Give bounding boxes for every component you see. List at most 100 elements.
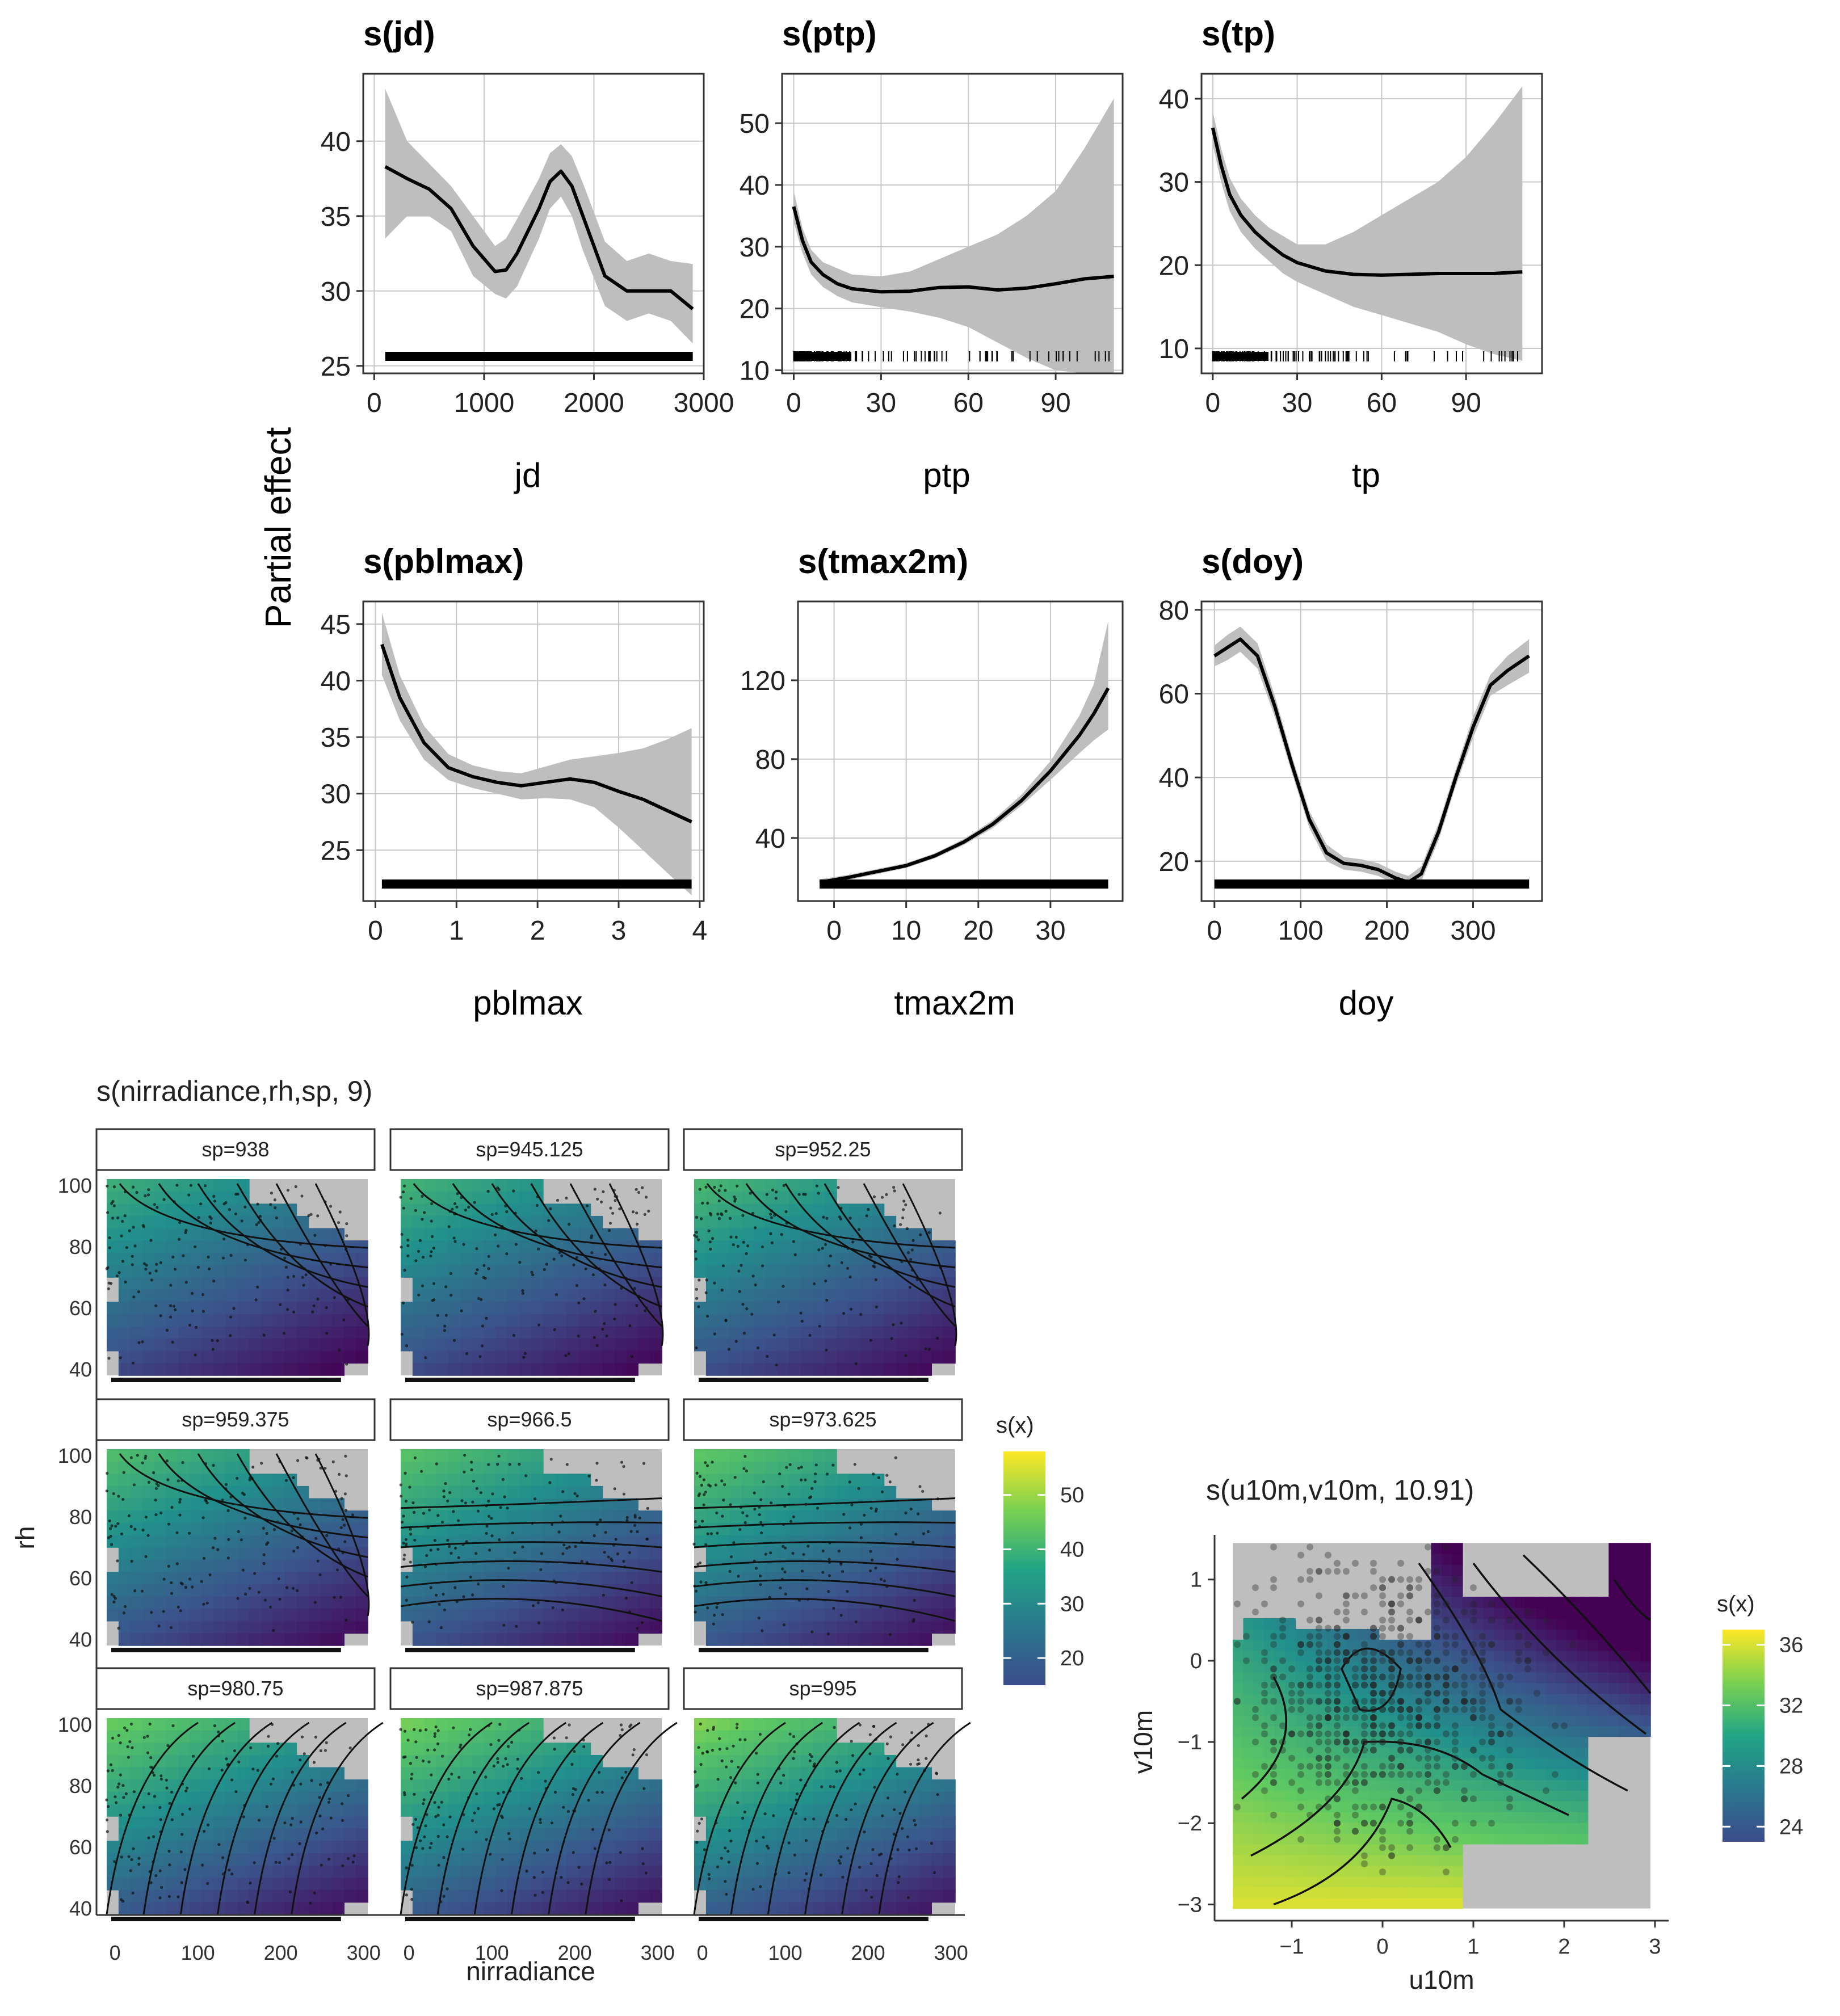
facet-y-tick: 100 [58, 1444, 92, 1467]
x-tick-label: 2 [530, 916, 545, 946]
y-tick-label: 20 [740, 294, 770, 325]
facet-panel: sp=952.25 [683, 1128, 963, 1382]
x-tick-label: 90 [1040, 388, 1070, 418]
facet-points [694, 1722, 939, 1899]
facet-strip [95, 1398, 376, 1441]
facet-points [399, 1184, 650, 1360]
smooth-line [792, 206, 1114, 294]
y-tick-label: 50 [740, 109, 770, 139]
smooth-line [1211, 127, 1523, 277]
facet-contours [119, 1453, 370, 1617]
y-tick-label: 25 [321, 836, 351, 866]
facet-contours [693, 1722, 971, 1915]
panel-border [797, 600, 1124, 902]
facet-panel: sp=938 40 60 80 100 [58, 1128, 376, 1382]
facet-x-tick: 300 [641, 1941, 675, 1964]
facet-x-tick: 200 [558, 1941, 592, 1964]
facet-x-tick: 100 [475, 1941, 509, 1964]
facet-strip [389, 1667, 670, 1710]
x-tick-label: 1000 [454, 388, 515, 418]
x-tick-label: 0 [786, 388, 801, 418]
x-tick-label: 0 [1207, 916, 1222, 946]
facet-strip-label: sp=959.375 [182, 1408, 289, 1431]
facet-rug [699, 1917, 929, 1921]
rug-marks [381, 879, 692, 889]
facet-rug [111, 1648, 341, 1652]
x-tick-label: 60 [953, 388, 984, 418]
x-tick-label: 0 [367, 388, 382, 418]
y-tick-label: 45 [321, 610, 351, 640]
y-tick-label: 60 [1159, 679, 1189, 709]
facet-panel: sp=987.875 0 100 200 300 [389, 1667, 678, 1964]
smooth-panel-2: s(ptp) 0 30 60 90 10 20 30 40 50 ptp [740, 15, 1124, 494]
panel-title: s(pblmax) [363, 542, 524, 580]
x-tick-label: 90 [1451, 388, 1481, 418]
wind-x-axis-label: u10m [1409, 1965, 1474, 1994]
smooth-line [819, 687, 1110, 884]
wind-surface-panel: s(u10m,v10m, 10.91) −1 0 1 2 3 −3 −2 −1 0 1 u10m v10… [1128, 1474, 1669, 1994]
wind-heat-cells [1233, 1543, 1651, 1909]
x-tick-label: 300 [1450, 916, 1495, 946]
x-tick-label: 4 [692, 916, 708, 946]
facet-heat-cells [694, 1449, 956, 1646]
facet-panel: sp=980.75 40 60 80 100 0 100 200 300 [58, 1667, 384, 1964]
facet-points [399, 1723, 648, 1904]
panel-title: s(ptp) [782, 15, 877, 53]
x-tick-label: 3000 [674, 388, 734, 418]
facet-y-tick: 40 [69, 1897, 92, 1920]
x-tick-label: 2000 [564, 388, 624, 418]
colorbar-tick: 20 [1060, 1647, 1084, 1670]
facet-rug [111, 1917, 341, 1921]
facet-contours [400, 1722, 678, 1915]
y-tick-label: 10 [1159, 334, 1189, 364]
facet-y-tick: 80 [69, 1774, 92, 1798]
facet-contours [413, 1183, 664, 1346]
y-tick-label: 40 [1159, 85, 1189, 115]
x-tick-label: 0 [826, 916, 842, 946]
facet-y-tick: 60 [69, 1836, 92, 1859]
colorbar-main-gradient [1003, 1451, 1045, 1685]
x-tick-label: 100 [1278, 916, 1324, 946]
rug-marks [820, 879, 1108, 889]
confidence-band [793, 98, 1114, 373]
facet-x-tick: 300 [347, 1941, 381, 1964]
facet-strip [95, 1667, 376, 1710]
facet-heat-cells [694, 1179, 956, 1376]
facet-strip-label: sp=952.25 [775, 1138, 871, 1161]
wind-points [1234, 1543, 1577, 1876]
facet-contours [106, 1722, 384, 1915]
wind-contours [1241, 1554, 1652, 1906]
facet-x-tick: 200 [264, 1941, 298, 1964]
smooth-line [1213, 637, 1530, 884]
wind-y-tick: 0 [1190, 1649, 1202, 1673]
facet-y-tick: 40 [69, 1358, 92, 1381]
facet-y-axis-label: rh [10, 1526, 40, 1550]
x-tick-label: 200 [1364, 916, 1410, 946]
facet-contours [400, 1497, 662, 1622]
colorbar-tick: 24 [1779, 1815, 1803, 1839]
x-axis-label: tmax2m [894, 984, 1015, 1022]
y-tick-label: 40 [755, 824, 785, 854]
x-tick-label: 1 [449, 916, 464, 946]
x-axis-label: doy [1339, 984, 1394, 1022]
facet-strip-label: sp=973.625 [769, 1408, 876, 1431]
facet-panel: sp=966.5 [389, 1398, 670, 1652]
smooth-panel-1: s(jd) 0 1000 2000 3000 25 30 35 40 jd [321, 15, 734, 494]
wind-y-tick: −1 [1178, 1731, 1202, 1754]
rug-marks [1212, 351, 1519, 361]
facet-strip [389, 1128, 670, 1171]
wind-y-tick: 1 [1190, 1568, 1202, 1592]
panel-border [1200, 600, 1543, 902]
facet-strip-label: sp=987.875 [476, 1677, 583, 1700]
confidence-band [385, 89, 693, 344]
facet-points [399, 1454, 649, 1630]
facet-y-tick: 60 [69, 1567, 92, 1590]
x-axis-label: ptp [923, 456, 970, 494]
facet-strip-label: sp=945.125 [476, 1138, 583, 1161]
smooth-panel-3: s(tp) 0 30 60 90 10 20 30 40 tp [1159, 15, 1543, 494]
facet-y-tick: 80 [69, 1235, 92, 1259]
y-tick-label: 30 [321, 277, 351, 307]
wind-x-tick: 3 [1649, 1935, 1661, 1959]
colorbar-wind-gradient [1723, 1630, 1765, 1842]
